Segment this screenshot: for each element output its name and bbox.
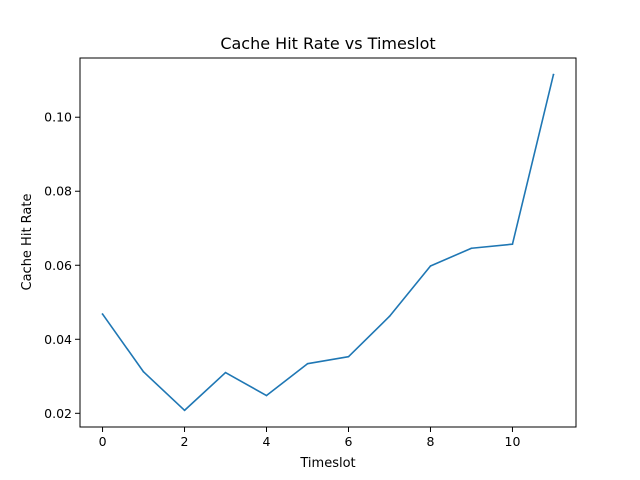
series-layer (101, 73, 555, 412)
data-point (183, 409, 186, 412)
data-point (142, 371, 145, 373)
data-point (347, 355, 350, 358)
data-point (429, 265, 432, 267)
y-tick-label: 0.06 (44, 258, 72, 273)
x-tick-label: 10 (505, 434, 521, 449)
x-axis-label: Timeslot (299, 456, 355, 471)
y-axis-label: Cache Hit Rate (20, 194, 35, 291)
data-point (306, 362, 309, 365)
chart-title: Cache Hit Rate vs Timeslot (220, 34, 435, 53)
data-point (388, 315, 391, 318)
y-tick-label: 0.08 (44, 184, 72, 199)
data-point (265, 394, 268, 397)
data-point (224, 371, 227, 374)
y-tick-label: 0.04 (44, 332, 72, 347)
plot-frame (79, 57, 577, 428)
data-point (552, 73, 555, 76)
x-tick-label: 8 (427, 434, 435, 449)
x-tick-label: 0 (99, 434, 107, 449)
data-point (101, 313, 104, 315)
y-tick-label: 0.02 (44, 406, 72, 421)
series-line (101, 73, 555, 412)
ticks-layer: 0 2 4 6 8 10 0.02 0.04 0.06 0.08 0.10 (44, 110, 520, 449)
x-tick-label: 6 (345, 434, 353, 449)
data-point (470, 247, 473, 250)
data-point (511, 243, 514, 245)
x-tick-label: 4 (263, 434, 271, 449)
x-tick-label: 2 (181, 434, 189, 449)
y-tick-label: 0.10 (44, 110, 72, 125)
